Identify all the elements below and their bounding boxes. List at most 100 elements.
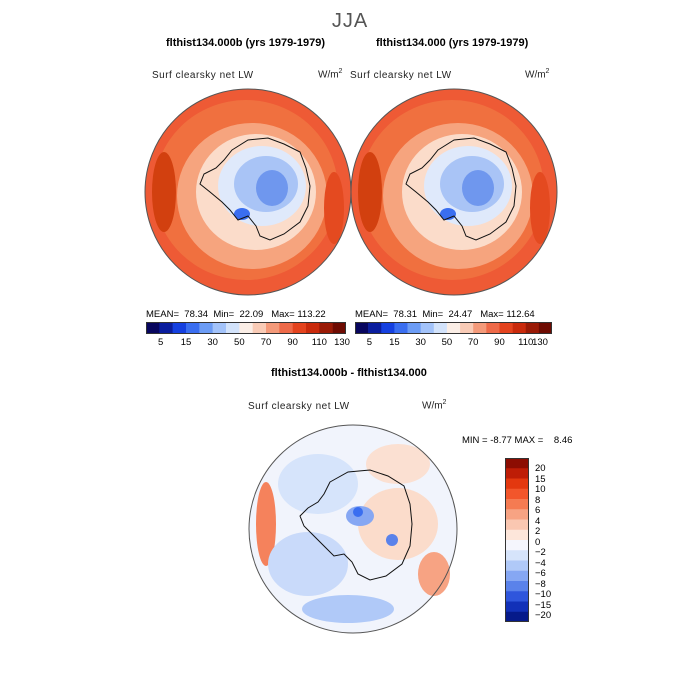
season-title: JJA [331, 10, 369, 32]
colorbar-left-label: 5 [158, 337, 164, 348]
colorbar-swatch [355, 322, 369, 334]
colorbar-diff-label: −4 [535, 557, 546, 569]
colorbar-diff-label: 20 [535, 463, 546, 474]
colorbar-swatch [368, 322, 382, 334]
panel-right-stats: MEAN= 78.31 Min= 24.47 Max= 112.64 [355, 309, 535, 320]
colorbar-left [146, 322, 346, 334]
colorbar-swatch [407, 322, 421, 334]
colorbar-left-label: 110 [311, 337, 327, 348]
colorbar-diff-labels: 20 15 10 8 6 4 2 0 −2 −4 −6 −8 −10 −15 −… [535, 458, 575, 622]
panel-left-stats: MEAN= 78.34 Min= 22.09 Max= 113.22 [146, 309, 326, 320]
colorbar-right-label: 70 [467, 337, 479, 348]
colorbar-swatch [279, 322, 293, 334]
colorbar-swatch [420, 322, 435, 334]
colorbar-swatch [332, 322, 346, 334]
colorbar-swatch [505, 529, 529, 541]
colorbar-swatch [538, 322, 552, 334]
colorbar-right-label: 90 [494, 337, 505, 348]
panel-left-title: flthist134.000b (yrs 1979-1979) [166, 37, 325, 49]
colorbar-swatch [525, 322, 540, 334]
colorbar-swatch [266, 322, 280, 334]
colorbar-right-label: 5 [366, 337, 373, 348]
panel-left-variable: Surf clearsky net LW [152, 70, 254, 81]
colorbar-swatch [292, 322, 307, 334]
colorbar-left-label: 90 [287, 337, 298, 348]
colorbar-swatch [505, 519, 529, 531]
colorbar-swatch [505, 540, 529, 551]
diff-variable: Surf clearsky net LW [248, 401, 350, 412]
map-right-field [351, 89, 557, 295]
map-diff-coastline [299, 469, 413, 581]
colorbar-swatch [381, 322, 395, 334]
colorbar-swatch [186, 322, 200, 334]
colorbar-left-label: 70 [260, 337, 272, 348]
colorbar-swatch [460, 322, 474, 334]
map-right-border [350, 88, 558, 296]
colorbar-swatch [512, 322, 527, 334]
colorbar-diff-label: −8 [535, 578, 546, 590]
map-left [144, 88, 352, 296]
colorbar-left-label: 15 [180, 337, 192, 348]
diff-minmax: MIN = -8.77 MAX = 8.46 [462, 435, 573, 446]
colorbar-swatch [505, 488, 529, 500]
colorbar-diff-label: −2 [535, 547, 546, 558]
colorbar-diff [505, 458, 529, 622]
colorbar-right-label: 110 [518, 337, 534, 348]
colorbar-frame [505, 458, 529, 622]
colorbar-diff-label: 4 [535, 515, 541, 527]
diff-title: flthist134.000b - flthist134.000 [271, 367, 427, 379]
colorbar-diff-label: −6 [535, 568, 546, 579]
map-diff [248, 424, 458, 634]
map-diff-field [249, 425, 457, 633]
colorbar-swatch [146, 322, 160, 334]
panel-left-units: W/m2 [318, 68, 343, 81]
colorbar-diff-label: 2 [535, 526, 541, 537]
colorbar-swatch [505, 611, 529, 622]
panel-right-variable: Surf clearsky net LW [350, 70, 452, 81]
map-left-coastline [199, 137, 311, 241]
colorbar-right-label: 15 [389, 337, 400, 348]
colorbar-swatch [199, 322, 213, 334]
colorbar-swatch [505, 499, 529, 510]
colorbar-diff-label: 6 [535, 505, 541, 516]
colorbar-diff-label: −10 [535, 589, 552, 600]
colorbar-swatch [505, 458, 529, 469]
colorbar-swatch [159, 322, 173, 334]
colorbar-swatch [473, 322, 487, 334]
colorbar-swatch [505, 468, 529, 479]
colorbar-swatch [505, 570, 529, 582]
panel-right-units: W/m2 [525, 68, 550, 81]
colorbar-swatch [226, 322, 240, 334]
colorbar-right-label: 50 [441, 337, 453, 348]
colorbar-diff-label: 15 [535, 473, 546, 485]
map-right [350, 88, 558, 296]
diff-units: W/m2 [422, 399, 447, 412]
colorbar-swatch [505, 601, 529, 613]
colorbar-swatch [446, 322, 461, 334]
colorbar-swatch [505, 591, 529, 602]
map-left-field [145, 89, 351, 295]
colorbar-swatch [486, 322, 500, 334]
colorbar-swatch [394, 322, 408, 334]
colorbar-right-label: 30 [415, 337, 426, 348]
colorbar-frame [355, 322, 552, 334]
colorbar-left-label: 30 [207, 337, 218, 348]
colorbar-left-label: 130 [334, 337, 350, 348]
colorbar-right-label: 130 [532, 337, 548, 348]
colorbar-left-labels: 5 15 30 50 70 90 110 130 [146, 337, 350, 349]
colorbar-swatch [499, 322, 513, 334]
colorbar-diff-label: 0 [535, 536, 541, 548]
colorbar-swatch [433, 322, 448, 334]
colorbar-swatch [505, 478, 529, 490]
colorbar-swatch [319, 322, 333, 334]
colorbar-swatch [505, 581, 529, 592]
colorbar-frame [146, 322, 346, 334]
colorbar-swatch [505, 560, 529, 572]
colorbar-diff-label: 8 [535, 494, 541, 506]
map-diff-border [248, 424, 458, 634]
colorbar-diff-label: 10 [535, 484, 546, 495]
colorbar-diff-label: −15 [535, 599, 552, 611]
colorbar-swatch [239, 322, 253, 334]
colorbar-diff-label: −20 [535, 610, 552, 621]
colorbar-right [355, 322, 552, 334]
